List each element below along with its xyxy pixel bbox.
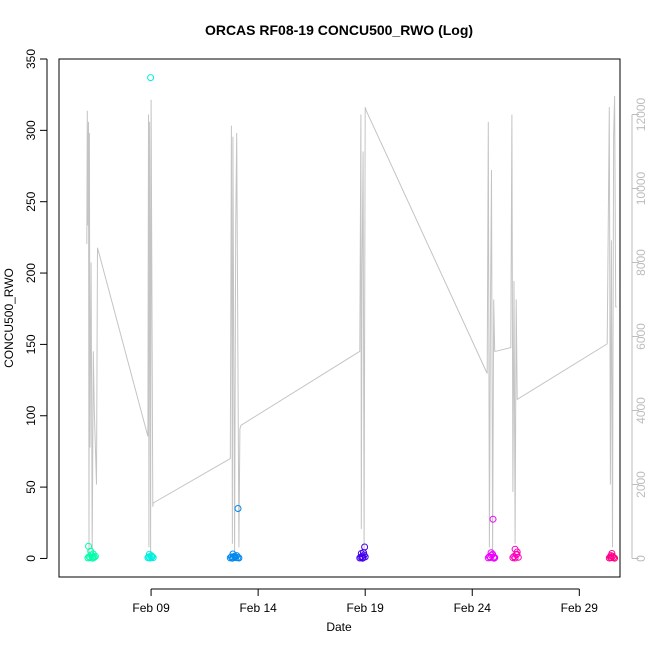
y-tick-label: 0 (24, 555, 38, 562)
data-point (235, 554, 243, 562)
y-tick-label: 200 (24, 263, 38, 283)
series-2 (144, 74, 157, 562)
data-point (511, 554, 519, 562)
y-tick-label: 100 (24, 405, 38, 425)
series-4 (356, 543, 369, 562)
data-point (511, 545, 519, 553)
y2-tick-label: 4000 (634, 397, 648, 424)
x-tick-label: Feb 09 (132, 601, 170, 615)
data-point (361, 543, 369, 551)
series-6 (509, 545, 522, 562)
data-point (89, 554, 97, 562)
data-point (607, 552, 615, 560)
x-tick-label: Feb 29 (561, 601, 599, 615)
data-point (513, 550, 521, 558)
axes-layer: 0 50 100 150 200 250 300 350 0 2000 4000 6000 8000 10… (24, 49, 648, 615)
x-tick-label: Feb 24 (454, 601, 492, 615)
series-7 (605, 550, 619, 562)
x-axis-title: Date (326, 620, 352, 634)
data-point (359, 554, 367, 562)
y-tick-label: 300 (24, 120, 38, 140)
y2-tick-label: 10000 (634, 171, 648, 205)
gray-trace-line (86, 95, 617, 559)
data-point (491, 554, 499, 562)
y-tick-label: 250 (24, 191, 38, 211)
data-point (90, 553, 98, 561)
x-tick-label: Feb 14 (239, 601, 277, 615)
y-axis-title: CONCU500_RWO (2, 268, 16, 368)
y-tick-label: 50 (24, 480, 38, 494)
plot-area (58, 58, 621, 578)
data-point (87, 547, 95, 555)
data-point (234, 505, 242, 512)
series-5 (484, 515, 499, 562)
data-point (231, 553, 239, 561)
data-point (148, 553, 155, 561)
trace-layer (86, 95, 617, 559)
data-point (490, 554, 498, 562)
y2-tick-label: 0 (634, 555, 648, 562)
y2-tick-label: 2000 (634, 471, 648, 498)
data-point (147, 74, 155, 82)
series-3 (226, 505, 243, 562)
data-point (487, 549, 495, 557)
x-tick-label: Feb 19 (347, 601, 385, 615)
y-tick-label: 150 (24, 334, 38, 354)
chart-title: ORCAS RF08-19 CONCU500_RWO (Log) (205, 22, 473, 38)
data-point (489, 515, 497, 523)
y-tick-label: 350 (24, 49, 38, 69)
series-1 (84, 542, 99, 562)
y2-tick-label: 6000 (634, 323, 648, 350)
y2-tick-label: 8000 (634, 249, 648, 276)
points-layer (84, 74, 619, 562)
y2-tick-label: 12000 (634, 97, 648, 131)
